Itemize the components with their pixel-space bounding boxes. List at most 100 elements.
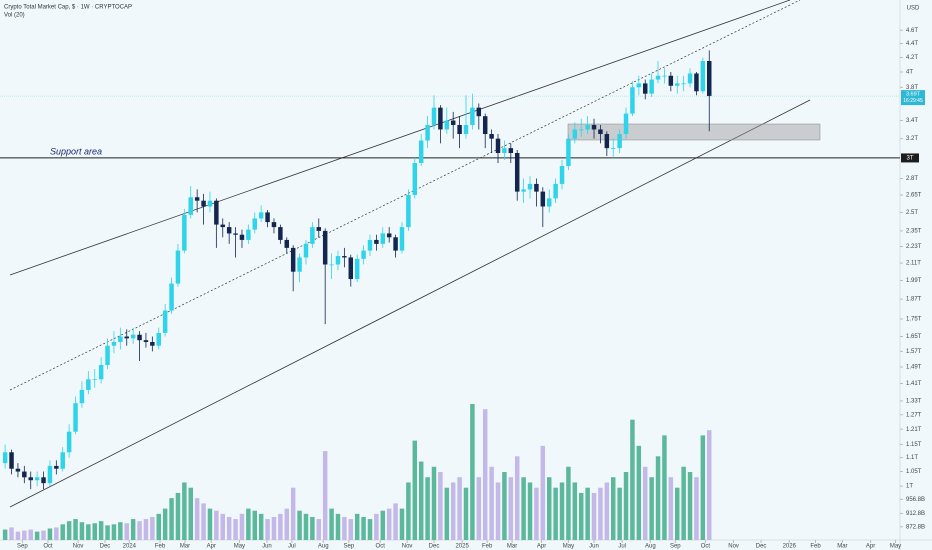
y-tick-label: 1.21T (906, 427, 922, 433)
candle-body (86, 379, 91, 390)
volume-bar (604, 482, 610, 540)
volume-bar (28, 529, 33, 540)
x-tick-label: Nov (73, 544, 84, 550)
candle-body (111, 342, 117, 346)
y-tick-label: 2.11T (906, 261, 921, 267)
volume-bar (489, 466, 494, 540)
volume-bar (73, 519, 78, 540)
candle-body (591, 124, 597, 130)
volume-bar (521, 477, 526, 540)
volume-bar (322, 451, 328, 540)
volume-bar (578, 492, 584, 540)
candle-body (194, 197, 200, 201)
volume-bar (169, 498, 174, 540)
x-tick-label: Dec (756, 544, 767, 550)
volume-bar (201, 503, 206, 540)
candle-body (28, 477, 33, 481)
volume-bar (258, 513, 264, 540)
price-label: 3.69T (906, 92, 921, 98)
volume-bar (34, 531, 40, 540)
volume-bar (457, 477, 462, 540)
candle-body (226, 227, 232, 234)
volume-bar (60, 524, 65, 540)
x-tick-label: 2026 (783, 544, 797, 550)
volume-bar (623, 472, 629, 540)
volume-bar (130, 519, 136, 540)
volume-bar (335, 513, 341, 540)
candle-body (642, 83, 648, 94)
volume-bar (79, 522, 85, 540)
currency: USD (907, 6, 920, 12)
candle-body (150, 342, 155, 346)
candle-body (335, 256, 341, 265)
volume-bar (316, 519, 322, 540)
candle-body (412, 162, 418, 195)
volume-bar (406, 482, 411, 540)
y-tick-label: 1.49T (906, 365, 922, 371)
volume-bar (182, 482, 187, 540)
volume-bar (284, 508, 290, 540)
candle-body (188, 197, 193, 215)
candle-body (457, 124, 462, 135)
plot (0, 50, 900, 540)
volume-bar (303, 513, 309, 540)
y-tick-label: 2.65T (906, 193, 922, 199)
volume-bar (342, 516, 347, 540)
candle-body (610, 148, 616, 149)
candle-body (367, 239, 373, 251)
candle-body (707, 60, 712, 97)
candle-body (361, 250, 366, 259)
volume-bar (47, 528, 53, 540)
volume-bar (540, 445, 546, 540)
candle-body (182, 214, 187, 251)
volume-bar (655, 456, 661, 540)
y-tick-label: 1.99T (906, 278, 922, 284)
volume-bar (98, 521, 104, 540)
candle-body (66, 431, 72, 453)
candle-body (482, 116, 488, 135)
volume-bar (246, 508, 251, 540)
candle-body (425, 124, 430, 141)
annotation: Support area (50, 146, 102, 156)
x-tick-label: Dec (429, 544, 440, 550)
candle-body (214, 200, 219, 225)
candle-body (284, 239, 290, 248)
volume-bar (418, 461, 424, 540)
candle-body (79, 389, 85, 404)
volume-bar (546, 477, 552, 540)
candle-body (687, 73, 693, 84)
candle-body (278, 227, 283, 240)
candle-body (534, 183, 539, 192)
volume-bar (681, 466, 686, 540)
y-tick-label: 1.15T (906, 442, 922, 448)
candle-body (393, 237, 398, 251)
candle-body (476, 107, 482, 117)
x-tick-label: Jun (589, 544, 599, 550)
candle-body (655, 75, 661, 80)
volume-bar (438, 472, 443, 540)
volume-bar (156, 513, 161, 540)
candle-body (73, 403, 78, 432)
channel-upper (9, 0, 791, 276)
volume-bar (668, 477, 674, 540)
volume-bar (348, 519, 354, 540)
volume-bar (194, 498, 200, 540)
volume-bar (380, 510, 386, 540)
candle-body (303, 243, 309, 258)
volume-bar (374, 513, 379, 540)
volume-bar (86, 524, 91, 540)
candle-body (681, 83, 686, 85)
volume-bar (425, 477, 430, 540)
candle-body (156, 332, 161, 346)
candle-body (2, 452, 8, 464)
volume-bar (470, 404, 475, 540)
support-label-box (901, 153, 919, 163)
candle-body (9, 452, 14, 469)
volume-bar (105, 525, 110, 540)
zone-box (567, 123, 821, 141)
volume-bar (412, 440, 418, 540)
candle-body (220, 224, 225, 228)
y-tick-label: 3.2T (906, 136, 918, 142)
candle-body (508, 148, 514, 153)
